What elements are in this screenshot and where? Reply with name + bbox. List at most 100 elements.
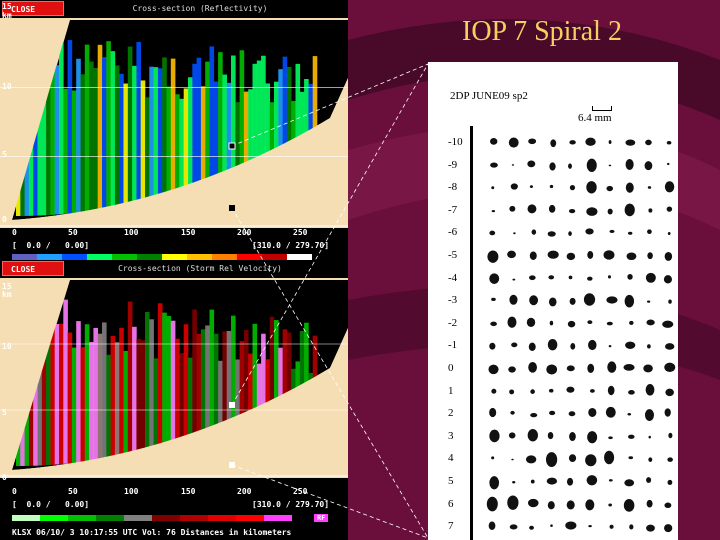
- radar-column: [140, 80, 146, 201]
- terrain: [0, 278, 70, 478]
- radar-column: [153, 67, 159, 198]
- row-label: -2: [448, 316, 458, 329]
- particle: [529, 251, 537, 260]
- radar-column: [170, 58, 176, 193]
- particle: [603, 250, 615, 260]
- radar-column: [265, 83, 270, 155]
- radar-column: [231, 315, 236, 421]
- scale-label: 6.4 mm: [578, 112, 612, 124]
- particle: [529, 185, 533, 188]
- y-tick-top: 15: [2, 282, 12, 291]
- particle: [646, 477, 652, 483]
- radar-column: [110, 51, 116, 208]
- radar-column: [166, 86, 172, 194]
- particle: [607, 385, 615, 396]
- radar-column: [308, 83, 313, 132]
- particle: [507, 495, 519, 510]
- reflectivity-plot: [0, 18, 348, 228]
- radar-column: [213, 333, 219, 428]
- colorbar-swatch: [112, 254, 137, 260]
- particle: [491, 186, 495, 190]
- particle: [568, 275, 573, 280]
- particle: [550, 524, 553, 527]
- radar-column: [183, 324, 189, 439]
- particle: [605, 406, 616, 418]
- row-label: -1: [448, 339, 458, 352]
- particle: [627, 231, 633, 235]
- radar-column: [89, 61, 94, 211]
- y-tick-10: 10: [2, 342, 12, 351]
- radar-column: [248, 89, 253, 163]
- x-tick: 0: [12, 487, 17, 496]
- radar-column: [102, 57, 107, 209]
- particle: [566, 500, 575, 510]
- close-button[interactable]: CLOSE: [2, 261, 64, 276]
- colorbar-swatch: [40, 515, 68, 521]
- particle: [608, 436, 613, 440]
- close-button[interactable]: CLOSE: [2, 1, 64, 16]
- particle: [548, 275, 555, 280]
- row-label: 6: [448, 497, 454, 510]
- row-label: -8: [448, 181, 458, 194]
- particle: [507, 250, 516, 259]
- particle: [646, 524, 655, 532]
- y-tick-0: 0: [2, 473, 7, 482]
- radar-column: [54, 323, 60, 465]
- particle: [547, 432, 554, 440]
- particle: [489, 476, 500, 490]
- particle: [509, 389, 515, 395]
- particle: [623, 499, 635, 512]
- radar-column: [269, 316, 275, 403]
- particle: [548, 388, 554, 393]
- particle: [509, 294, 518, 305]
- particle: [629, 524, 634, 530]
- particle: [666, 206, 673, 212]
- particle: [525, 455, 537, 464]
- radar-column: [46, 292, 51, 466]
- particle: [547, 250, 559, 259]
- radar-column: [67, 40, 73, 214]
- radar-column: [295, 361, 301, 390]
- particle: [585, 137, 596, 146]
- particle: [589, 389, 595, 393]
- row-label: 7: [448, 520, 454, 533]
- x-tick: 100: [124, 228, 139, 237]
- radar-column: [183, 88, 189, 189]
- particle: [528, 342, 536, 352]
- particle: [530, 389, 535, 394]
- radar-column: [71, 347, 77, 463]
- particle: [489, 230, 496, 236]
- particle: [606, 185, 614, 192]
- radar-column: [37, 294, 43, 466]
- particle: [568, 163, 572, 169]
- particle: [529, 295, 539, 306]
- x-tick: 250: [293, 487, 308, 496]
- particle: [587, 276, 593, 281]
- particle: [645, 384, 655, 396]
- x-tick: 50: [68, 487, 78, 496]
- radar-column: [132, 65, 137, 203]
- particle: [625, 182, 634, 193]
- particle: [666, 140, 672, 145]
- particle: [550, 139, 557, 148]
- row-label: 2: [448, 407, 454, 420]
- particle: [549, 162, 556, 171]
- colorbar-swatch: [208, 515, 236, 521]
- radar-column: [278, 69, 283, 149]
- radar-column: [226, 331, 232, 423]
- radar-column: [157, 68, 163, 197]
- particle: [588, 339, 597, 351]
- radar-column: [114, 342, 120, 457]
- radar-column: [222, 74, 227, 175]
- particle: [569, 184, 576, 191]
- particle: [644, 161, 653, 171]
- radar-column: [106, 354, 111, 458]
- particle: [530, 412, 538, 418]
- particle: [569, 297, 576, 305]
- colorbar-swatch: [162, 254, 187, 260]
- particle: [490, 321, 497, 327]
- radar-column: [192, 63, 197, 186]
- particle: [604, 450, 615, 465]
- radar-column: [188, 357, 193, 437]
- radar-column: [76, 58, 81, 213]
